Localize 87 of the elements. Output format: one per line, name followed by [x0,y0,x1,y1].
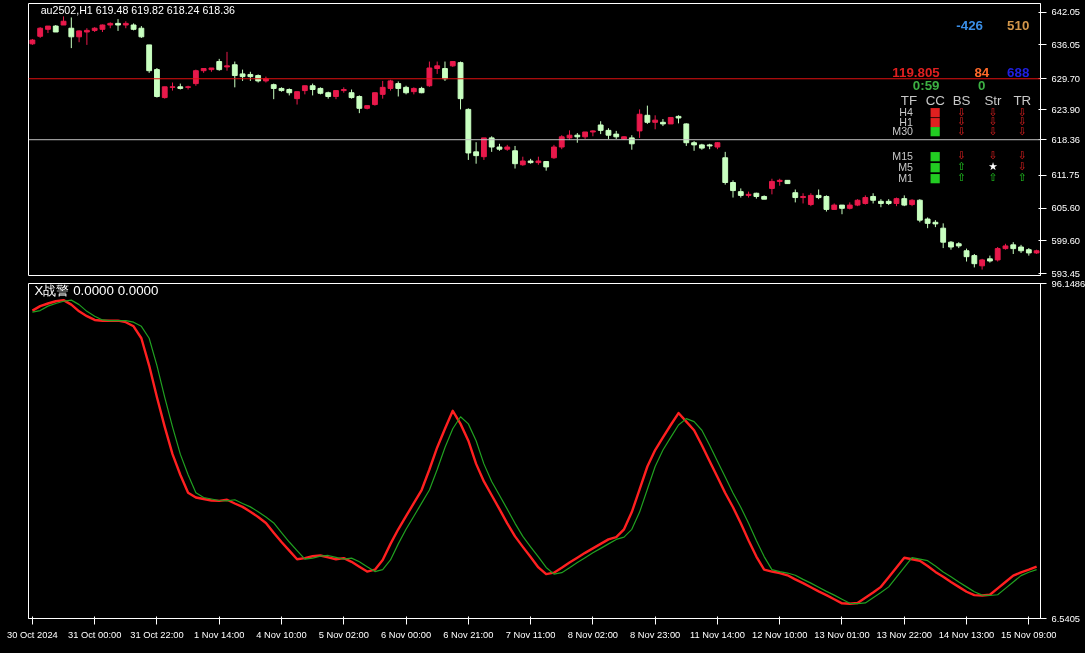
y-tick-label: 623.90 [1051,104,1081,115]
annotation: ⇩ [1017,149,1027,163]
annotation: ■ [929,148,941,163]
annotation: ⇩ [1017,124,1027,138]
y-tick-label: 6.5405 [1051,613,1081,624]
annotation: X战警 0.0000 0.0000 [34,282,159,298]
annotation: 510 [1007,17,1030,33]
candlestick [800,192,806,204]
candlestick [636,108,643,139]
candlestick [115,18,121,32]
candlestick [224,51,230,72]
candlestick [660,118,666,127]
x-tick-label: 13 Nov 22:00 [876,629,933,640]
y-tick-label: 611.75 [1051,170,1080,181]
candlestick [68,16,75,49]
candlestick [442,61,448,82]
candlestick [916,198,923,223]
annotation: 688 [1007,65,1030,81]
x-tick-label: 30 Oct 2024 [6,629,58,640]
x-tick-label: 12 Nov 10:00 [751,629,808,640]
annotation: -426 [956,17,984,33]
x-tick-label: 4 Nov 10:00 [256,629,307,640]
y-tick-label: 642.05 [1051,7,1081,18]
candlestick [185,85,191,91]
candlestick [683,122,690,147]
candlestick [294,91,300,106]
annotation: 0 [978,78,986,94]
annotation: ⇧ [988,171,998,185]
candlestick [730,179,736,199]
x-tick-label: 31 Oct 00:00 [67,629,122,640]
candlestick [512,145,518,170]
annotation: ⇩ [957,124,967,138]
candlestick [940,222,947,249]
y-tick-label: 593.45 [1051,268,1081,279]
x-tick-label: 8 Nov 23:00 [630,629,681,640]
annotation: ★ [988,160,998,174]
annotation: ⇩ [957,105,967,119]
annotation: TR [1013,92,1032,108]
x-tick-label: 14 Nov 13:00 [938,629,995,640]
candlestick [589,129,596,137]
x-tick-label: 11 Nov 14:00 [690,629,745,640]
candlestick [480,137,487,161]
annotation: ⇩ [1017,160,1027,174]
annotation: BS [952,92,971,108]
annotation: M1 [898,171,914,184]
annotation: ⇩ [957,149,967,163]
annotation: ⇧ [957,171,967,185]
candlestick [231,61,238,88]
annotation: Str [984,92,1003,108]
candlestick [426,61,433,88]
annotation: M30 [892,125,914,138]
y-tick-label: 96.1486 [1051,278,1085,289]
annotation: au2502,H1 619.48 619.82 618.24 618.36 [40,4,236,17]
candlestick [473,141,480,165]
annotation: ⇩ [988,124,998,138]
annotation: ⇩ [988,149,998,163]
annotation: ⇩ [1017,105,1027,119]
annotation: M5 [898,160,914,173]
candlestick [644,105,651,125]
y-tick-label: 605.60 [1051,203,1081,214]
x-tick-label: 5 Nov 02:00 [318,629,369,640]
x-tick-label: 8 Nov 02:00 [567,629,619,640]
ref-line-label: 618.36 [1051,134,1081,145]
x-tick-label: 7 Nov 11:00 [505,629,556,640]
candlestick [839,204,845,215]
candlestick [83,27,90,46]
annotation: ⇩ [988,105,998,119]
annotation: ⇧ [1017,171,1027,185]
annotation: 84 [974,65,990,81]
x-tick-label: 31 Oct 22:00 [130,629,184,640]
annotation: TF [900,92,918,108]
x-tick-label: 15 Nov 09:00 [1001,629,1057,640]
ref-line-label: 629.70 [1051,73,1081,84]
candlestick [691,140,697,152]
x-tick-label: 1 Nov 14:00 [194,629,245,640]
annotation: ⇧ [957,160,967,174]
candlestick [878,198,884,208]
annotation: 0:59 [912,78,940,94]
annotation: M15 [892,149,914,162]
x-tick-label: 13 Nov 01:00 [814,629,870,640]
annotation: CC [925,92,946,108]
candlestick [870,192,877,204]
x-tick-label: 6 Nov 00:00 [380,629,432,640]
y-tick-label: 599.60 [1051,235,1081,246]
y-tick-label: 636.05 [1051,39,1081,50]
x-tick-label: 6 Nov 21:00 [443,629,494,640]
annotation: 119.805 [892,65,941,81]
